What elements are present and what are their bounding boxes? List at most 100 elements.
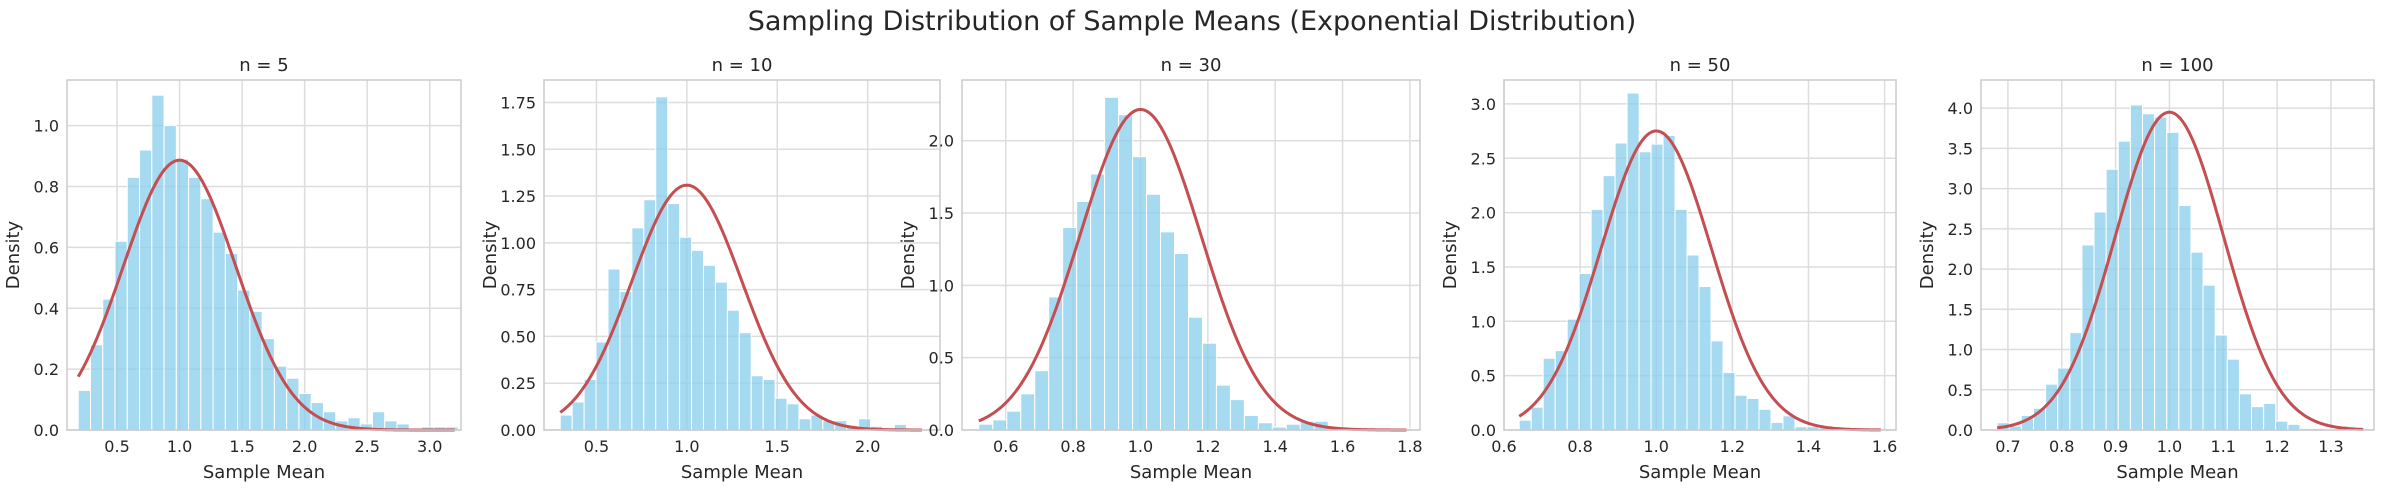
y-tick-label: 3.0 <box>1948 180 1973 199</box>
histogram-bar <box>371 411 386 431</box>
y-tick-label: 1.50 <box>500 140 536 159</box>
x-tick-label: 2.5 <box>354 437 379 456</box>
y-tick-label: 1.5 <box>1471 258 1496 277</box>
histogram-bar <box>1638 151 1652 431</box>
histogram-bar <box>200 198 214 431</box>
histogram-bar <box>2045 383 2059 431</box>
histogram-bar <box>237 289 251 431</box>
histogram-bar <box>583 378 597 431</box>
histogram-bar <box>978 423 994 431</box>
x-axis-label: Sample Mean <box>1639 462 1761 483</box>
histogram-bar <box>1626 92 1640 431</box>
y-tick-label: 1.25 <box>500 187 536 206</box>
histogram-bar <box>1518 419 1532 431</box>
x-tick-label: 2.0 <box>855 437 880 456</box>
histogram-bar <box>1006 410 1022 431</box>
histogram-bar <box>2093 211 2107 431</box>
histogram-bar <box>1285 423 1301 431</box>
histogram-bar <box>762 378 776 431</box>
y-tick-label: 0.5 <box>929 349 954 368</box>
histogram-bar <box>655 96 669 431</box>
histogram-bar <box>1215 384 1231 431</box>
x-tick-label: 0.8 <box>1060 437 1085 456</box>
normal-pdf-curve <box>559 183 922 432</box>
x-tick-label: 1.0 <box>674 437 699 456</box>
subplot-title: n = 50 <box>1670 55 1731 76</box>
histogram-bar <box>1020 393 1036 431</box>
histogram-bar <box>212 231 226 431</box>
x-tick-label: 0.5 <box>104 437 129 456</box>
subplot-1: 0.5 1.0 1.5 2.0 2.5 3.0 0.0 0.2 0.4 0.6 0.8 1.0 n = … <box>3 55 462 483</box>
histogram-bar <box>667 203 681 431</box>
y-tick-label: 2.0 <box>1471 204 1496 223</box>
y-tick-label: 2.0 <box>929 132 954 151</box>
histogram-bar <box>1187 316 1203 431</box>
normal-pdf-curve <box>1518 129 1881 432</box>
normal-pdf-curve <box>978 107 1407 432</box>
x-tick-label: 1.6 <box>1872 437 1897 456</box>
y-tick-label: 0.0 <box>34 421 59 440</box>
y-tick-label: 0.25 <box>500 374 536 393</box>
histogram-bar <box>571 401 585 431</box>
histogram-bar <box>1062 227 1078 431</box>
x-tick-label: 1.0 <box>167 437 192 456</box>
subplot-4: 0.6 0.8 1.0 1.2 1.4 1.6 0.0 0.5 1.0 1.5 2.0 2.5 3.0 n… <box>1440 55 1897 483</box>
x-tick-label: 3.0 <box>417 437 442 456</box>
x-axis-label: Sample Mean <box>203 462 325 483</box>
y-tick-label: 0.8 <box>34 178 59 197</box>
x-axis-label: Sample Mean <box>681 462 803 483</box>
y-tick-label: 1.0 <box>1471 312 1496 331</box>
histogram-bar <box>1590 208 1604 431</box>
histogram-bar <box>2251 406 2265 431</box>
histogram-bar <box>2166 131 2180 431</box>
x-axis-label: Sample Mean <box>1130 462 1252 483</box>
subplot-5: 0.7 0.8 0.9 1.0 1.1 1.2 1.3 0.0 0.5 1.0 1.5 2.0 2.5 3… <box>1917 55 2375 483</box>
histogram-bar <box>1132 156 1148 431</box>
y-tick-label: 4.0 <box>1948 99 1973 118</box>
subplot-title: n = 30 <box>1161 55 1222 76</box>
y-tick-label: 1.5 <box>1948 300 1973 319</box>
y-axis-label: Density <box>1917 220 1938 289</box>
histogram-bar <box>1758 408 1772 431</box>
histogram-bar <box>2263 402 2277 431</box>
x-tick-label: 1.2 <box>2264 437 2289 456</box>
normal-pdf-curve <box>1996 110 2364 431</box>
histogram-bar <box>1243 415 1259 431</box>
histogram-bar <box>702 264 716 431</box>
histogram-bar <box>1173 253 1189 431</box>
histogram-bar <box>726 309 740 431</box>
x-tick-label: 0.8 <box>1567 437 1592 456</box>
x-tick-label: 1.8 <box>1397 437 1422 456</box>
histogram-bar <box>1146 193 1162 431</box>
subplot-title: n = 10 <box>712 55 773 76</box>
subplot-title: n = 5 <box>239 55 288 76</box>
histogram-bar <box>1686 254 1700 431</box>
y-tick-label: 2.5 <box>1948 220 1973 239</box>
histogram-bar <box>2202 284 2216 431</box>
x-tick-label: 1.0 <box>2157 437 2182 456</box>
y-axis-label: Density <box>898 220 919 289</box>
histogram-bar <box>2214 334 2228 431</box>
x-axis-label: Sample Mean <box>2116 462 2238 483</box>
x-tick-label: 0.5 <box>584 437 609 456</box>
histogram-bar <box>188 176 202 431</box>
y-tick-label: 1.00 <box>500 234 536 253</box>
histogram-bar <box>738 332 752 431</box>
y-axis-label: Density <box>3 220 24 289</box>
histogram-bar <box>1201 342 1217 431</box>
histogram-bar <box>2226 358 2240 431</box>
histogram-bar <box>1229 399 1245 431</box>
histogram-bar <box>77 389 92 431</box>
histogram-bar <box>1542 357 1556 431</box>
x-tick-label: 1.5 <box>229 437 254 456</box>
figure-title: Sampling Distribution of Sample Means (E… <box>747 6 1637 37</box>
histogram-bar <box>1118 114 1134 431</box>
y-tick-label: 0.0 <box>929 421 954 440</box>
histogram-bar <box>1722 371 1736 431</box>
histogram-bar <box>1257 422 1273 431</box>
axes-frame <box>1503 79 1897 431</box>
y-tick-label: 3.5 <box>1948 139 1973 158</box>
histogram-bar <box>1746 397 1760 431</box>
y-tick-label: 2.0 <box>1948 260 1973 279</box>
histogram-bar <box>714 281 728 431</box>
